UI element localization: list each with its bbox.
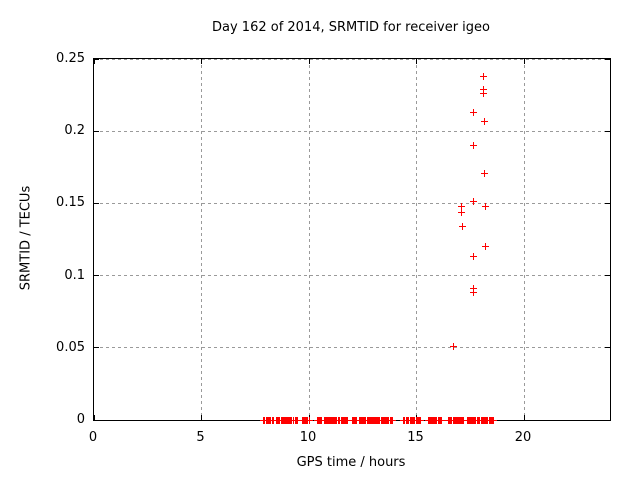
y-tick-right [605, 58, 610, 60]
data-point-marker [458, 208, 466, 216]
data-point-marker [437, 416, 445, 424]
data-point-marker [417, 416, 425, 424]
x-tick-bottom [523, 415, 525, 420]
data-point-marker [480, 90, 488, 98]
data-point-marker [470, 289, 478, 297]
data-point-marker [469, 142, 477, 150]
y-tick-right [605, 130, 610, 132]
x-tick-top [416, 59, 417, 64]
data-point-marker [305, 416, 313, 424]
x-tick-bottom [201, 415, 202, 420]
x-tick-bottom [93, 415, 95, 420]
x-tick-label: 5 [196, 430, 205, 445]
chart-title: Day 162 of 2014, SRMTID for receiver ige… [212, 20, 490, 35]
x-tick-top [93, 59, 95, 64]
data-point-marker [480, 72, 488, 80]
data-point-marker [469, 108, 477, 116]
y-tick-left [94, 347, 99, 349]
y-gridline [94, 202, 610, 204]
y-tick-right [605, 419, 610, 421]
data-point-marker [480, 169, 488, 177]
data-point-marker [293, 416, 301, 424]
x-gridline [416, 59, 417, 420]
y-tick-left [94, 202, 99, 204]
y-tick-left [94, 419, 99, 421]
y-tick-label: 0.2 [64, 123, 85, 139]
data-point-marker [470, 198, 478, 206]
x-tick-label: 15 [407, 430, 424, 445]
y-tick-label: 0.15 [56, 195, 85, 211]
x-axis-label: GPS time / hours [296, 455, 406, 470]
data-point-marker [480, 85, 488, 93]
y-gridline [94, 275, 610, 277]
y-gridline [94, 347, 610, 349]
y-tick-left [94, 130, 99, 132]
x-tick-top [523, 59, 525, 64]
data-point-marker [459, 223, 467, 230]
data-point-marker [480, 117, 488, 125]
x-tick-label: 20 [514, 430, 532, 445]
x-tick-top [308, 59, 310, 64]
data-point-marker [344, 416, 352, 424]
data-point-marker [449, 342, 457, 350]
data-point-marker [269, 416, 277, 424]
y-gridline [94, 130, 610, 132]
y-tick-right [605, 275, 610, 277]
x-gridline [201, 59, 202, 420]
y-tick-label: 0.25 [56, 51, 85, 66]
x-tick-label: 0 [88, 430, 98, 445]
y-tick-label: 0.1 [64, 267, 85, 283]
plot-area [93, 58, 611, 424]
y-gridline [94, 58, 610, 60]
data-point-marker [481, 202, 489, 210]
y-tick-left [94, 275, 99, 277]
x-gridline [523, 59, 525, 420]
y-tick-right [605, 202, 610, 204]
x-tick-top [201, 59, 202, 64]
data-point-marker [458, 202, 466, 210]
data-point-marker [490, 416, 498, 424]
data-point-marker [470, 253, 478, 261]
data-point-marker [389, 416, 397, 424]
data-point-marker [482, 243, 490, 251]
data-point-marker [470, 285, 478, 293]
y-tick-label: 0 [76, 412, 85, 427]
y-tick-label: 0.05 [56, 339, 85, 355]
x-tick-label: 10 [299, 430, 317, 445]
y-tick-left [94, 58, 99, 60]
x-gridline [308, 59, 310, 420]
y-tick-right [605, 347, 610, 349]
